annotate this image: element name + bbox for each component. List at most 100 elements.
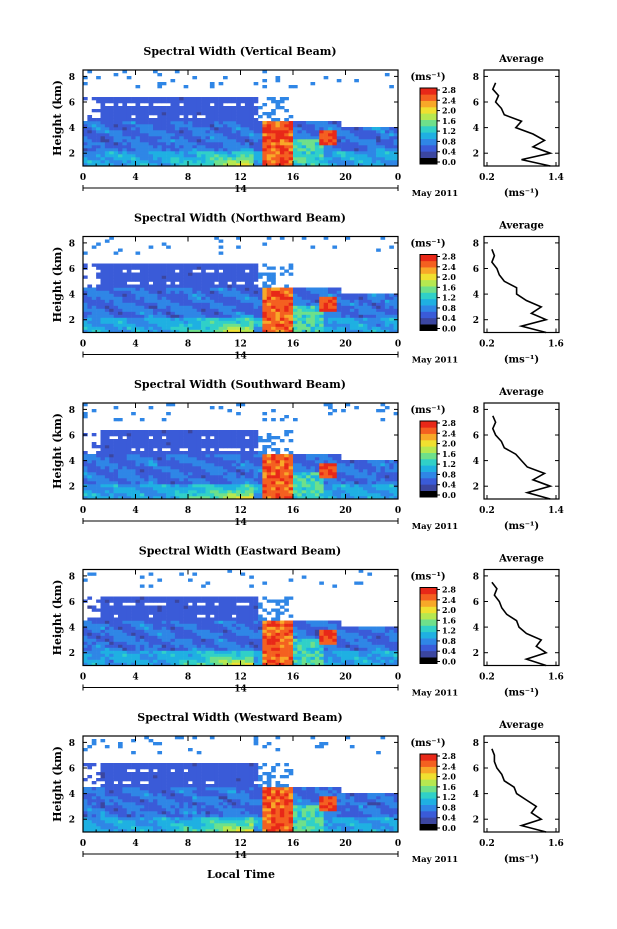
heatmap-cell <box>284 97 289 101</box>
heatmap-cell <box>297 287 303 291</box>
heatmap-cell <box>196 100 202 104</box>
heatmap-cell <box>157 599 163 603</box>
heatmap-cell <box>284 163 289 167</box>
heatmap-cell <box>196 490 202 494</box>
heatmap-cell <box>279 290 285 294</box>
heatmap-cell <box>166 623 171 627</box>
heatmap-cell <box>209 145 215 149</box>
heatmap-cell <box>358 299 364 303</box>
heatmap-cell <box>275 308 281 312</box>
heatmap-cell <box>358 469 364 473</box>
heatmap-cell <box>118 484 123 488</box>
heatmap-cell <box>266 487 272 491</box>
heatmap-cell <box>153 278 158 282</box>
heatmap-cell <box>188 308 193 312</box>
heatmap-cell <box>144 163 149 167</box>
heatmap-cell <box>148 157 154 161</box>
heatmap-cell <box>166 299 171 303</box>
heatmap-cell <box>122 139 128 143</box>
heatmap-cell <box>258 320 263 324</box>
heatmap-cell <box>83 124 88 128</box>
heatmap-cell <box>135 623 141 627</box>
heatmap-cell <box>249 127 254 131</box>
heatmap-cell <box>131 632 136 636</box>
heatmap-cell <box>253 160 259 164</box>
heatmap-cell <box>100 602 106 606</box>
heatmap-cell <box>293 130 298 134</box>
heatmap-cell <box>214 490 219 494</box>
heatmap-cell <box>258 272 263 276</box>
heatmap-cell <box>83 97 88 101</box>
heatmap-cell <box>345 463 351 467</box>
heatmap-cell <box>384 469 390 473</box>
heatmap-cell <box>367 478 373 482</box>
heatmap-cell <box>100 127 106 131</box>
heatmap-cell <box>209 299 215 303</box>
heatmap-cell <box>122 614 128 618</box>
heatmap-cell <box>249 157 254 161</box>
heatmap-cell <box>227 308 233 312</box>
heatmap-cell <box>174 154 180 158</box>
heatmap-cell <box>153 299 158 303</box>
heatmap-cell <box>192 272 198 276</box>
heatmap-cell <box>314 145 320 149</box>
heatmap-cell <box>354 311 359 315</box>
average-x-tick-label: 0.2 <box>479 506 495 516</box>
heatmap-cell <box>380 326 386 330</box>
heatmap-cell <box>126 496 132 500</box>
heatmap-cell <box>166 599 171 603</box>
heatmap-cell <box>170 305 176 309</box>
heatmap-cell <box>174 133 180 137</box>
heatmap-cell <box>244 308 250 312</box>
heatmap-cell <box>328 296 333 300</box>
heatmap-cell <box>363 469 368 473</box>
heatmap-cell <box>279 466 285 470</box>
heatmap-cell <box>336 463 342 467</box>
heatmap-cell <box>196 293 202 297</box>
heatmap-cell <box>323 124 329 128</box>
heatmap-cell <box>279 302 285 306</box>
heatmap-cell <box>231 469 237 473</box>
heatmap-cell <box>170 608 176 612</box>
heatmap-cell <box>328 290 333 294</box>
heatmap-cell <box>100 451 106 455</box>
heatmap-cell <box>319 326 324 330</box>
heatmap-cell <box>139 490 145 494</box>
heatmap-cell <box>240 97 246 101</box>
heatmap-cell <box>214 433 219 437</box>
colorbar-tick-label: 0.8 <box>442 469 456 479</box>
heatmap-cell <box>345 478 351 482</box>
heatmap-cell <box>262 139 268 143</box>
heatmap-cell <box>144 659 149 663</box>
heatmap-cell <box>174 605 180 609</box>
heatmap-cell <box>201 163 206 167</box>
heatmap-cell <box>100 124 106 128</box>
heatmap-cell <box>349 154 355 158</box>
heatmap-cell <box>104 436 110 440</box>
heatmap-cell <box>310 124 316 128</box>
heatmap-cell <box>188 329 193 333</box>
heatmap-cell <box>214 160 219 164</box>
heatmap-cell <box>236 148 241 152</box>
colorbar-segment <box>420 433 437 441</box>
heatmap-cell <box>262 463 268 467</box>
heatmap-cell <box>118 121 123 125</box>
heatmap-cell <box>249 484 254 488</box>
heatmap-cell <box>371 163 377 167</box>
heatmap-cell <box>205 484 211 488</box>
heatmap-cell <box>393 496 399 500</box>
heatmap-cell <box>354 317 359 321</box>
heatmap-cell <box>113 266 119 270</box>
heatmap-cell <box>367 314 373 318</box>
heatmap-cell <box>258 472 263 476</box>
heatmap-cell <box>297 130 303 134</box>
heatmap-cell <box>205 97 211 101</box>
heatmap-cell <box>201 484 206 488</box>
heatmap-cell <box>87 320 93 324</box>
heatmap-cell <box>91 617 97 621</box>
heatmap-cell <box>223 487 228 491</box>
heatmap-cell <box>301 463 307 467</box>
heatmap-cell <box>376 133 381 137</box>
heatmap-cell <box>336 493 342 497</box>
heatmap-cell <box>323 136 329 140</box>
